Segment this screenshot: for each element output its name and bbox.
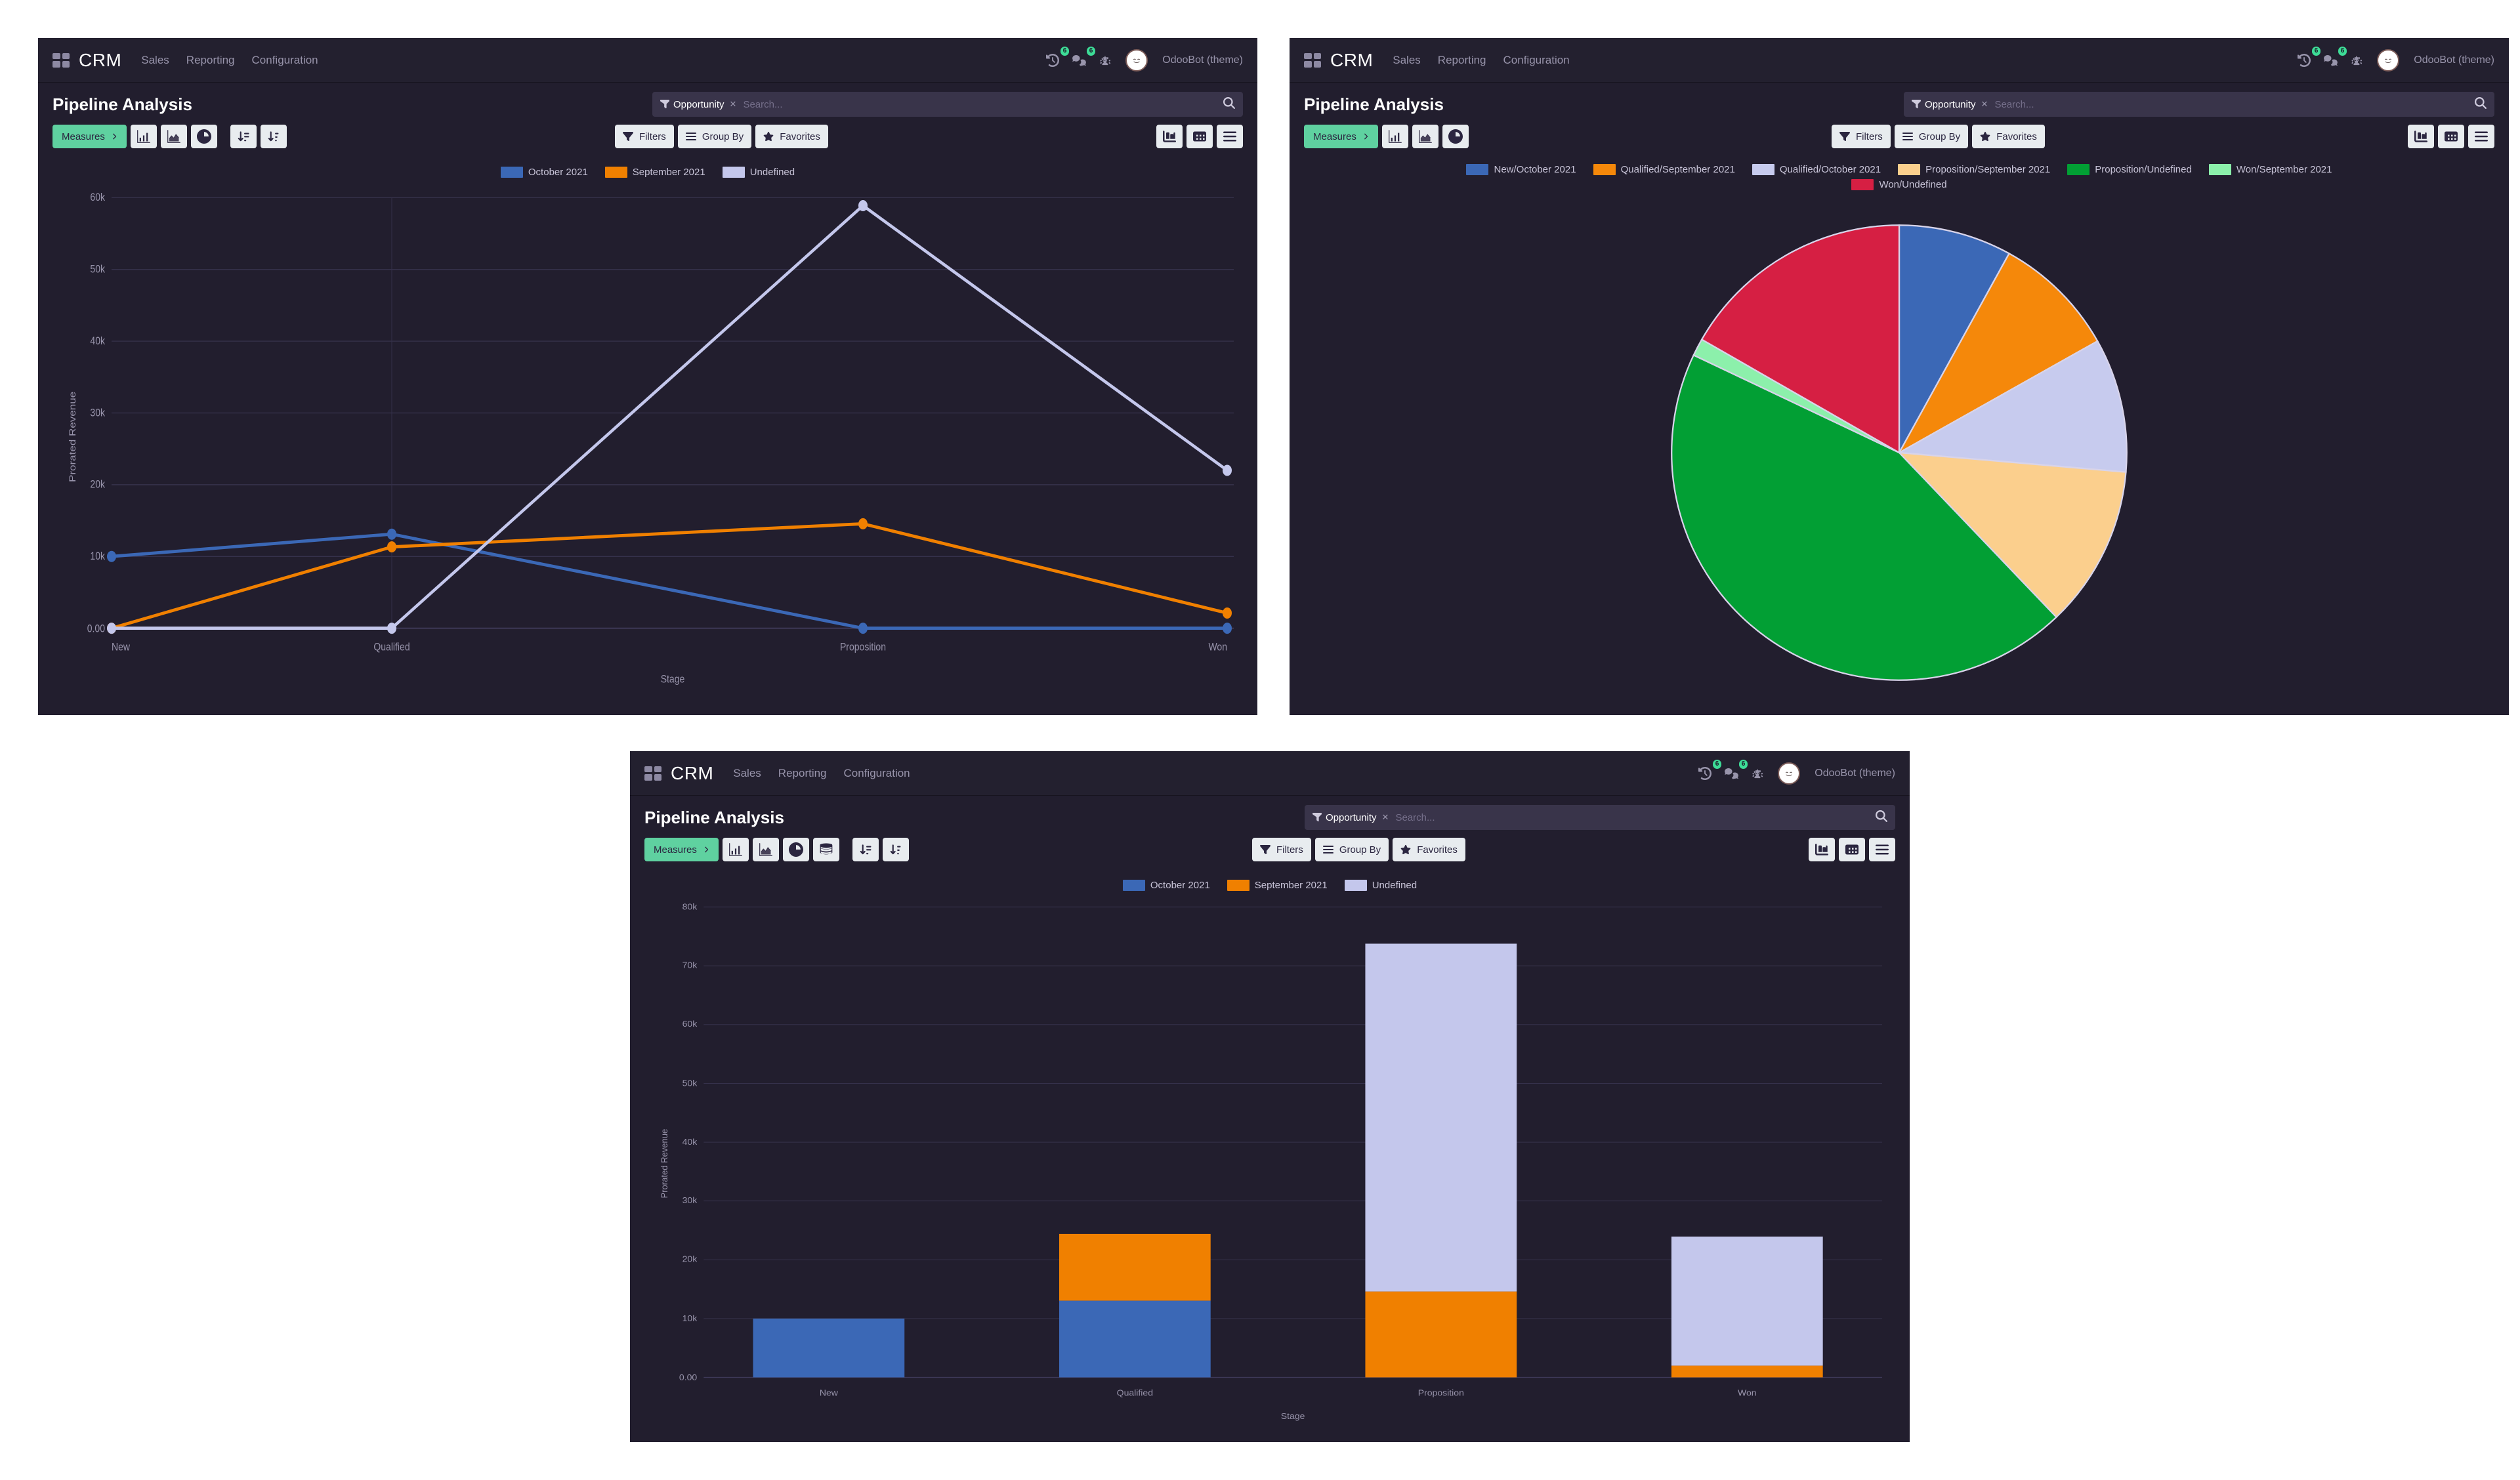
svg-text:Qualified: Qualified [373, 641, 410, 653]
svg-text:30k: 30k [682, 1196, 698, 1205]
svg-text:Won: Won [1738, 1388, 1757, 1397]
svg-text:Prorated Revenue: Prorated Revenue [68, 392, 77, 482]
svg-text:40k: 40k [90, 335, 105, 348]
svg-text:New: New [820, 1388, 838, 1397]
svg-text:Stage: Stage [661, 673, 685, 686]
svg-text:0.00: 0.00 [679, 1373, 697, 1382]
svg-text:30k: 30k [90, 407, 105, 419]
svg-text:New: New [112, 641, 131, 653]
svg-text:Qualified: Qualified [1117, 1388, 1153, 1397]
svg-text:20k: 20k [90, 479, 105, 491]
svg-text:60k: 60k [90, 192, 105, 204]
svg-text:80k: 80k [682, 902, 698, 911]
svg-text:40k: 40k [682, 1137, 698, 1146]
svg-text:10k: 10k [90, 550, 105, 563]
svg-text:Won: Won [1208, 641, 1227, 653]
svg-text:50k: 50k [90, 263, 105, 276]
svg-text:Proposition: Proposition [840, 641, 886, 653]
svg-text:Proposition: Proposition [1418, 1388, 1464, 1397]
svg-text:60k: 60k [682, 1019, 698, 1029]
svg-text:20k: 20k [682, 1254, 698, 1264]
svg-text:10k: 10k [682, 1313, 698, 1323]
svg-text:Prorated Revenue: Prorated Revenue [660, 1129, 670, 1199]
svg-text:50k: 50k [682, 1079, 698, 1088]
svg-text:0.00: 0.00 [87, 623, 106, 635]
svg-text:70k: 70k [682, 960, 698, 970]
svg-text:Stage: Stage [1281, 1411, 1305, 1420]
